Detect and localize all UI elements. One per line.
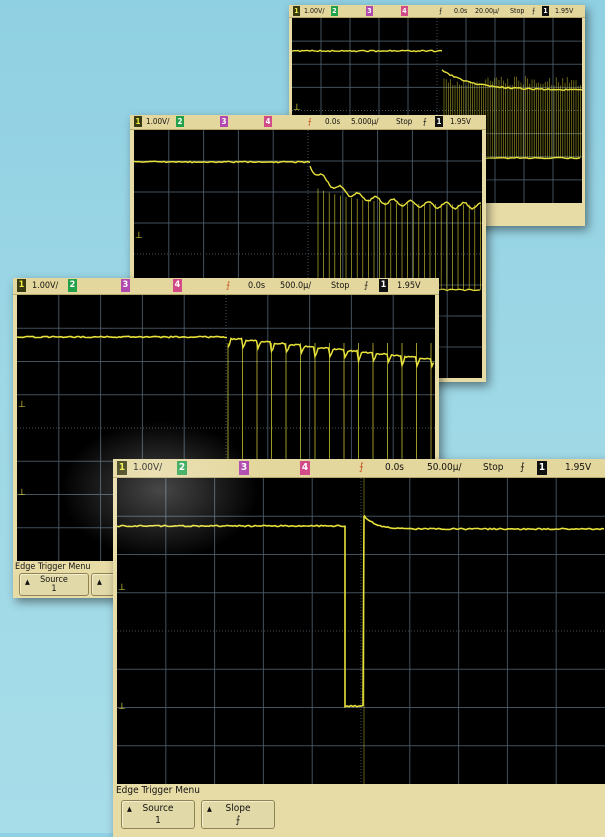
softkey-value: ⨍ — [202, 815, 274, 826]
vertical-scale: 1.00V/ — [32, 278, 58, 294]
vertical-scale: 1.00V/ — [133, 459, 162, 477]
trigger-source-indicator: 1 — [537, 461, 547, 475]
trace-line — [134, 161, 310, 162]
channel-1-ground-icon: ⊥ — [118, 702, 126, 712]
trace-line — [310, 166, 481, 209]
channel-4-indicator[interactable]: 4 — [401, 6, 408, 16]
ground-marker-icon: ⊥ — [118, 583, 126, 593]
trigger-slope-icon: ⨍ — [439, 5, 442, 17]
trigger-level: 1.95V — [555, 5, 573, 17]
channel-2-indicator[interactable]: 2 — [177, 461, 187, 475]
status-bar: 1 1.00V/ 2 3 4 ⨍ 0.0s 50.00µ/ Stop ⨍ 1 1… — [113, 459, 605, 478]
channel-4-indicator[interactable]: 4 — [264, 116, 272, 127]
vertical-scale: 1.00V/ — [146, 115, 169, 129]
channel-1-indicator[interactable]: 1 — [117, 461, 127, 475]
run-state: Stop — [483, 459, 503, 477]
trace-line — [364, 515, 604, 529]
trigger-source-indicator: 1 — [542, 6, 549, 16]
trigger-level: 1.95V — [450, 115, 471, 129]
waveform-plot: ⊥⊥ — [117, 478, 605, 784]
trigger-position-icon: ⨍ — [308, 115, 312, 129]
softkey-arrow-icon: ▲ — [97, 578, 102, 586]
channel-2-indicator[interactable]: 2 — [176, 116, 184, 127]
softkey-value: 1 — [20, 585, 88, 594]
softkey-label: Source — [122, 803, 194, 815]
timebase-value: 50.00µ/ — [427, 459, 462, 477]
source-softkey[interactable]: ▲ Source 1 — [19, 573, 89, 596]
ground-marker-icon: ⊥ — [18, 400, 26, 410]
channel-4-indicator[interactable]: 4 — [173, 279, 182, 292]
waveform-display[interactable]: ⊥ ⊥ — [117, 478, 605, 784]
trigger-slope-icon: ⨍ — [423, 115, 427, 129]
vertical-scale: 1.00V/ — [304, 5, 324, 17]
trigger-position-icon: ⨍ — [359, 459, 364, 477]
channel-1-indicator[interactable]: 1 — [17, 279, 26, 292]
softkey-arrow-icon: ▲ — [25, 578, 30, 586]
trigger-slope-icon: ⨍ — [520, 459, 525, 477]
softkey-arrow-icon: ▲ — [207, 805, 212, 813]
timebase-value: 500.0µ/ — [280, 278, 311, 294]
timebase-value: 5.000µ/ — [351, 115, 379, 129]
delay-value: 0.0s — [325, 115, 340, 129]
channel-1-indicator[interactable]: 1 — [293, 6, 300, 16]
delay-value: 0.0s — [385, 459, 404, 477]
trigger-source-indicator: 1 — [435, 116, 443, 127]
menu-title: Edge Trigger Menu — [113, 784, 605, 798]
status-bar: 1 1.00V/ 2 3 4 ⨍ 0.0s 500.0µ/ Stop ⨍ 1 1… — [13, 278, 439, 295]
slope-softkey[interactable]: ▲ Slope ⨍ — [201, 800, 275, 829]
trigger-position-icon: ⨍ — [226, 278, 230, 294]
channel-4-indicator[interactable]: 4 — [300, 461, 310, 475]
channel-3-indicator[interactable]: 3 — [220, 116, 228, 127]
status-bar: 1 1.00V/ 2 3 4 ⨍ 0.0s 20.00µ/ Stop ⨍ 1 1… — [289, 5, 585, 18]
source-softkey[interactable]: ▲ Source 1 — [121, 800, 195, 829]
trigger-source-indicator: 1 — [379, 279, 388, 292]
ground-marker-icon: ⊥ — [135, 231, 143, 241]
trigger-slope-icon: ⨍ — [364, 278, 368, 294]
softkey-label: Slope — [202, 803, 274, 815]
channel-2-indicator[interactable]: 2 — [68, 279, 77, 292]
channel-3-indicator[interactable]: 3 — [239, 461, 249, 475]
trigger-level: 1.95V — [397, 278, 421, 294]
trigger-slope-icon: ⨍ — [532, 5, 535, 17]
run-state: Stop — [510, 5, 524, 17]
softkey-arrow-icon: ▲ — [127, 805, 132, 813]
channel-2-indicator[interactable]: 2 — [331, 6, 338, 16]
trace-line — [17, 336, 227, 337]
channel-1-ground-icon: ⊥ — [18, 488, 26, 498]
channel-3-indicator[interactable]: 3 — [121, 279, 130, 292]
run-state: Stop — [396, 115, 412, 129]
delay-value: 0.0s — [454, 5, 467, 17]
ground-marker-icon: ⊥ — [293, 103, 301, 113]
run-state: Stop — [331, 278, 349, 294]
delay-value: 0.0s — [248, 278, 265, 294]
scope-window-50us: 1 1.00V/ 2 3 4 ⨍ 0.0s 50.00µ/ Stop ⨍ 1 1… — [113, 459, 605, 837]
trigger-level: 1.95V — [565, 459, 591, 477]
status-bar: 1 1.00V/ 2 3 4 ⨍ 0.0s 5.000µ/ Stop ⨍ 1 1… — [130, 115, 486, 130]
trace-line — [292, 50, 442, 51]
softkey-value: 1 — [122, 815, 194, 826]
channel-3-indicator[interactable]: 3 — [366, 6, 373, 16]
trace-line — [117, 516, 364, 707]
timebase-value: 20.00µ/ — [475, 5, 499, 17]
channel-1-indicator[interactable]: 1 — [134, 116, 142, 127]
